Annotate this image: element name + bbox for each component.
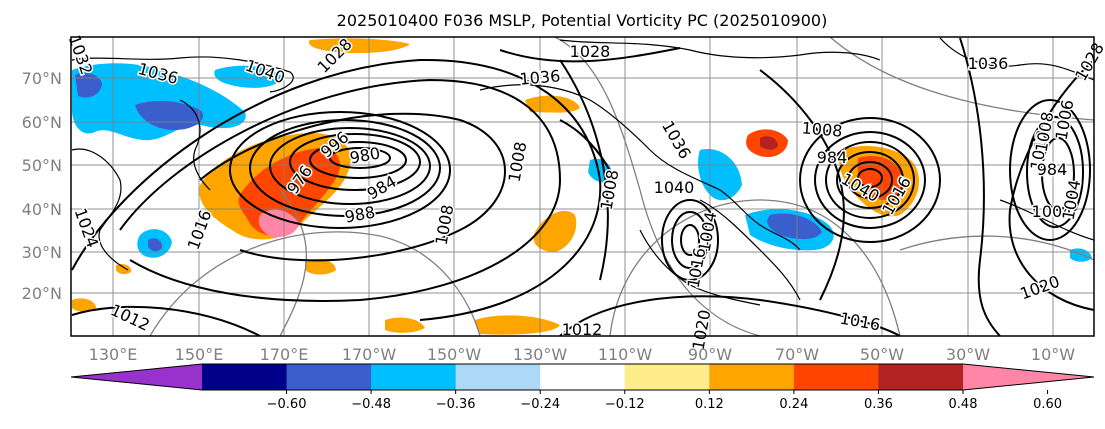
colorbar-tick-label: 0.12 — [695, 397, 724, 412]
lon-label: 30°W — [946, 345, 990, 364]
lat-label: 50°N — [22, 156, 62, 175]
lat-label: 20°N — [22, 284, 62, 303]
colorbar: −0.60 −0.48 −0.36 −0.24 −0.12 0.12 0.24 0.36 0.4… — [70, 363, 1095, 412]
isobars — [71, 37, 1094, 336]
lon-label: 150°W — [427, 345, 482, 364]
colorbar-tick-label: −0.48 — [351, 397, 391, 412]
colorbar-swatch — [202, 364, 288, 390]
colorbar-tick-label: −0.12 — [605, 397, 645, 412]
lon-label: 130°E — [89, 345, 138, 364]
colorbar-extend-high — [963, 364, 1094, 390]
contour-label: 1036 — [966, 53, 1010, 75]
contour-label-text: 1028 — [570, 42, 611, 61]
colorbar-tick-label: −0.36 — [436, 397, 476, 412]
coastlines — [71, 37, 1094, 306]
contour-label: 1012 — [560, 319, 604, 341]
colorbar-swatch — [624, 364, 710, 390]
latitude-labels: 70°N 60°N 50°N 40°N 30°N 20°N — [22, 69, 62, 303]
lon-label: 110°W — [598, 345, 653, 364]
colorbar-swatch — [709, 364, 795, 390]
contour-label: 1008 — [799, 117, 844, 142]
contour-label: 1036 — [517, 65, 562, 90]
lon-label: 130°W — [513, 345, 568, 364]
contour-label-text: 984 — [1037, 160, 1068, 179]
gridlines — [71, 37, 1094, 336]
contour-label: 1040 — [652, 177, 696, 199]
contour-label-text: 1012 — [562, 320, 603, 339]
lon-label: 170°W — [342, 345, 397, 364]
colorbar-tick-label: 0.48 — [949, 397, 978, 412]
lat-label: 70°N — [22, 69, 62, 88]
colorbar-swatch — [793, 364, 879, 390]
colorbar-swatch — [878, 364, 964, 390]
colorbar-swatch — [540, 364, 626, 390]
contour-label-text: 1036 — [519, 66, 561, 88]
lon-label: 50°W — [860, 345, 904, 364]
colorbar-outline — [70, 363, 1095, 391]
lon-label: 170°E — [260, 345, 309, 364]
contour-label-text: 1040 — [654, 178, 695, 197]
contour-label-text: 984 — [817, 148, 848, 167]
contour-label: 984 — [1035, 159, 1069, 181]
map-frame — [70, 36, 1095, 337]
lat-label: 40°N — [22, 200, 62, 219]
contour-label-text: 1004 — [1032, 202, 1073, 221]
lat-label: 30°N — [22, 243, 62, 262]
colorbar-tick-label: −0.24 — [520, 397, 560, 412]
colorbar-tick-label: −0.60 — [267, 397, 307, 412]
colorbar-tick-label: 0.24 — [779, 397, 808, 412]
contour-label: 1028 — [568, 41, 612, 63]
lon-label: 70°W — [775, 345, 819, 364]
contour-label-text: 1008 — [801, 118, 843, 140]
colorbar-swatch — [455, 364, 541, 390]
colorbar-extend-low — [71, 364, 202, 390]
colorbar-swatch — [286, 364, 372, 390]
lon-label: 150°E — [175, 345, 224, 364]
lon-label: 90°W — [688, 345, 732, 364]
colorbar-tick-label: 0.60 — [1033, 397, 1062, 412]
contour-label: 984 — [815, 147, 849, 169]
contour-label: 1004 — [1030, 201, 1074, 223]
colorbar-tick-label: 0.36 — [864, 397, 893, 412]
lat-label: 60°N — [22, 113, 62, 132]
colorbar-swatch — [371, 364, 457, 390]
longitude-labels: 130°E 150°E 170°E 170°W 150°W 130°W 110°W 90°W 7… — [89, 345, 1076, 364]
figure-title: 2025010400 F036 MSLP, Potential Vorticit… — [337, 11, 828, 30]
contour-label-text: 1036 — [968, 54, 1009, 73]
map-layers — [71, 37, 1094, 336]
lon-label: 10°W — [1031, 345, 1075, 364]
